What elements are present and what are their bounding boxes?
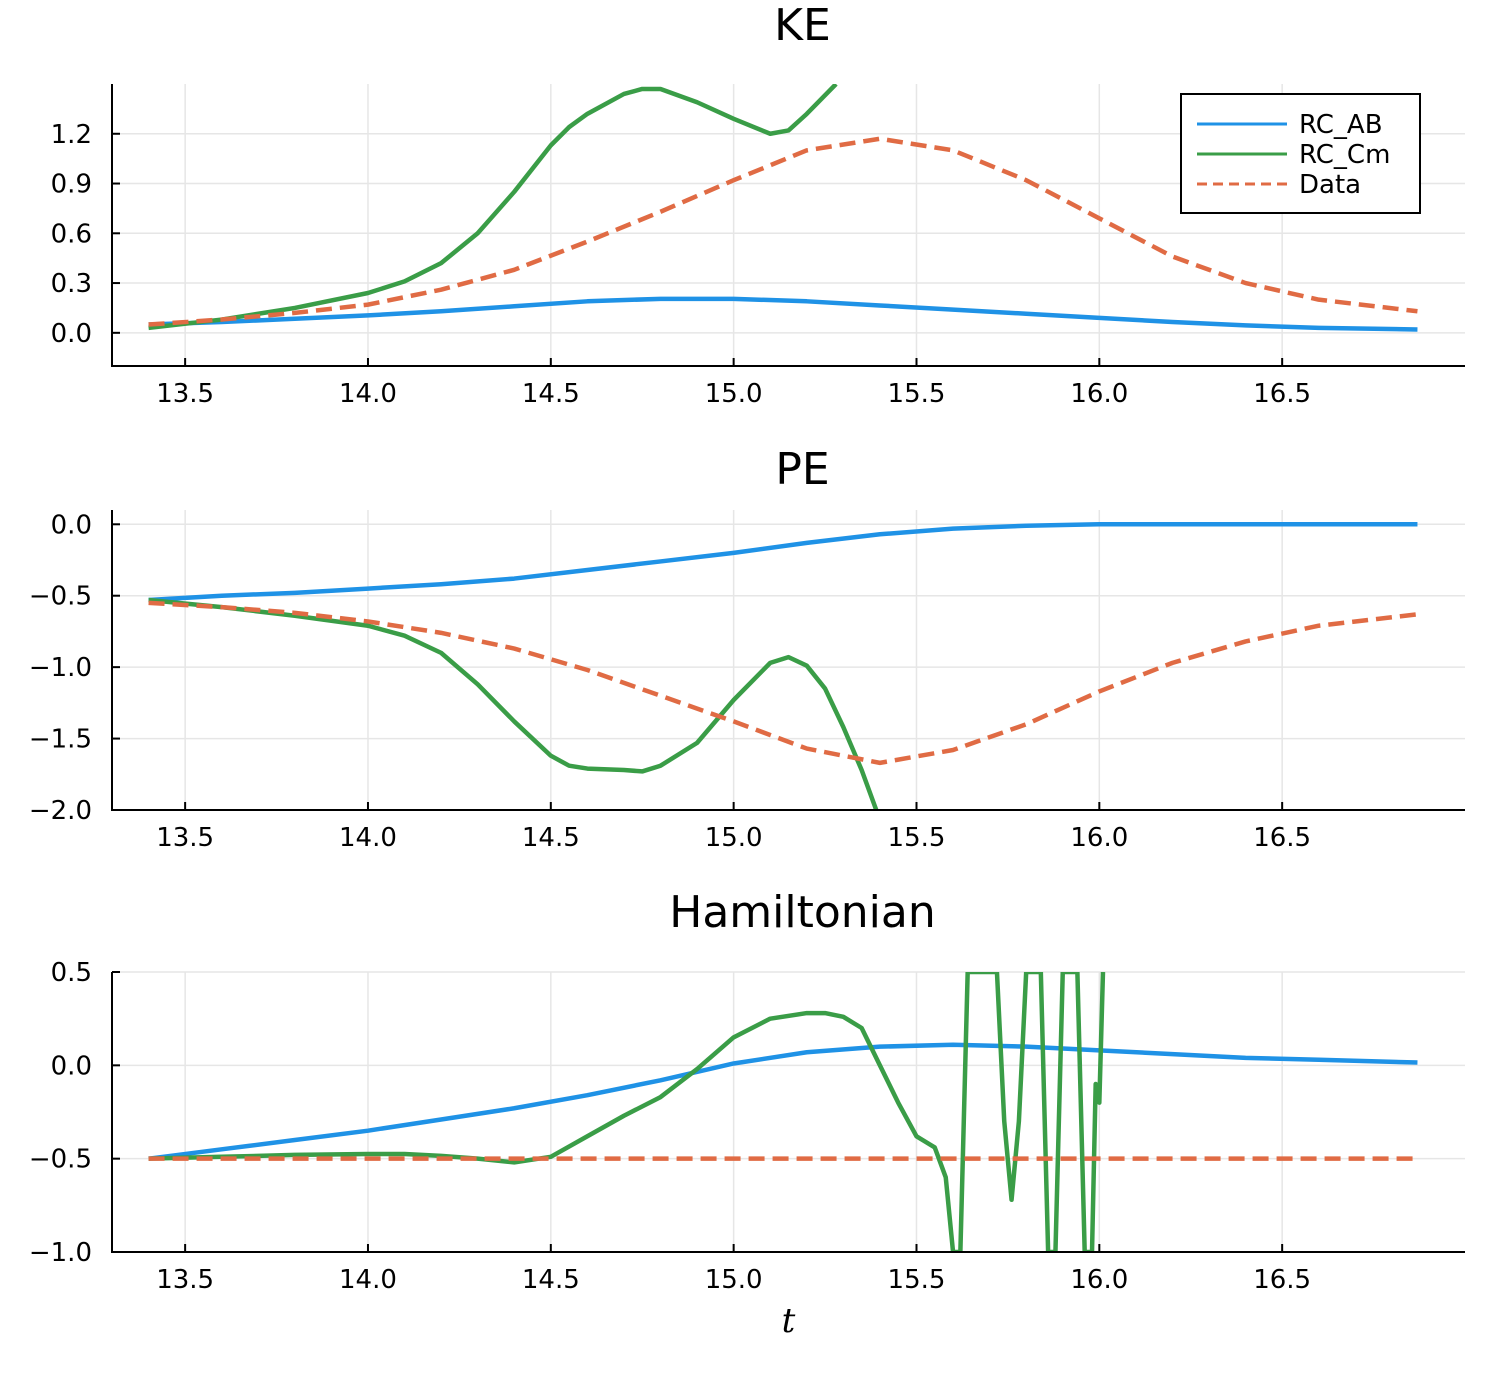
x-tick-label: 14.0 [339,379,397,409]
y-tick-label: 0.0 [51,319,92,349]
series-line-data [148,600,1418,766]
chart-title: Hamiltonian [669,887,936,938]
panel-hamiltonian: 13.5 14.0 14.5 15.0 15.5 16.0 16.5 0.5 0.0 −0.5 −1… [29,887,1465,1341]
axes-frame [111,84,1465,367]
x-tick-label: 14.0 [339,823,397,853]
series-line-data [148,136,1418,327]
x-tick-label: 16.5 [1253,1265,1311,1295]
x-tick-label: 16.5 [1253,379,1311,409]
x-tick-label: 16.5 [1253,823,1311,853]
x-tick-label: 14.5 [522,823,580,853]
y-tick-label: 0.9 [51,170,92,200]
series-line-rc-cm [148,597,879,810]
x-tick-label: 14.0 [339,1265,397,1295]
y-tick-label: 0.5 [51,958,92,988]
x-tick-label: 16.0 [1070,1265,1128,1295]
y-tick-label: 0.3 [51,269,92,299]
x-tick-label: 15.0 [705,1265,763,1295]
x-axis-label: t [782,1301,796,1341]
x-tick-label: 15.0 [705,379,763,409]
series-line-rc-cm [148,84,838,331]
axes-frame [111,510,1465,811]
y-tick-label: −0.5 [29,1145,92,1175]
panel-pe: 13.5 14.0 14.5 15.0 15.5 16.0 16.5 0.0 −0.5 −1.0 −… [29,444,1465,853]
chart-title: KE [774,0,831,51]
legend-label-rc-cm: RC_Cm [1299,140,1390,170]
y-tick-label: 1.2 [51,120,92,150]
series-line-rc-ab [148,1042,1418,1161]
x-tick-label: 15.5 [888,1265,946,1295]
series-line-rc-ab [148,296,1418,332]
chart-title: PE [775,444,829,495]
x-tick-label: 15.5 [888,823,946,853]
y-tick-label: −1.0 [29,1238,92,1268]
x-tick-label: 13.5 [156,823,214,853]
x-tick-label: 13.5 [156,1265,214,1295]
legend-label-data: Data [1299,170,1361,200]
series-line-rc-cm [148,972,1106,1252]
series-line-rc-ab [148,522,1418,603]
x-tick-label: 15.5 [888,379,946,409]
panel-ke: 13.5 14.0 14.5 15.0 15.5 16.0 16.5 0.0 0.3 0.6 0.9… [51,0,1465,409]
x-tick-label: 15.0 [705,823,763,853]
x-tick-label: 14.5 [522,379,580,409]
x-tick-label: 16.0 [1070,379,1128,409]
y-tick-label: 0.0 [51,1051,92,1081]
y-tick-label: 0.6 [51,219,92,249]
y-tick-label: −0.5 [29,582,92,612]
y-tick-label: −2.0 [29,796,92,826]
x-tick-label: 13.5 [156,379,214,409]
x-tick-label: 14.5 [522,1265,580,1295]
y-tick-label: −1.0 [29,653,92,683]
legend-label-rc-ab: RC_AB [1299,110,1383,140]
y-tick-label: 0.0 [51,510,92,540]
x-tick-label: 16.0 [1070,823,1128,853]
y-tick-label: −1.5 [29,725,92,755]
